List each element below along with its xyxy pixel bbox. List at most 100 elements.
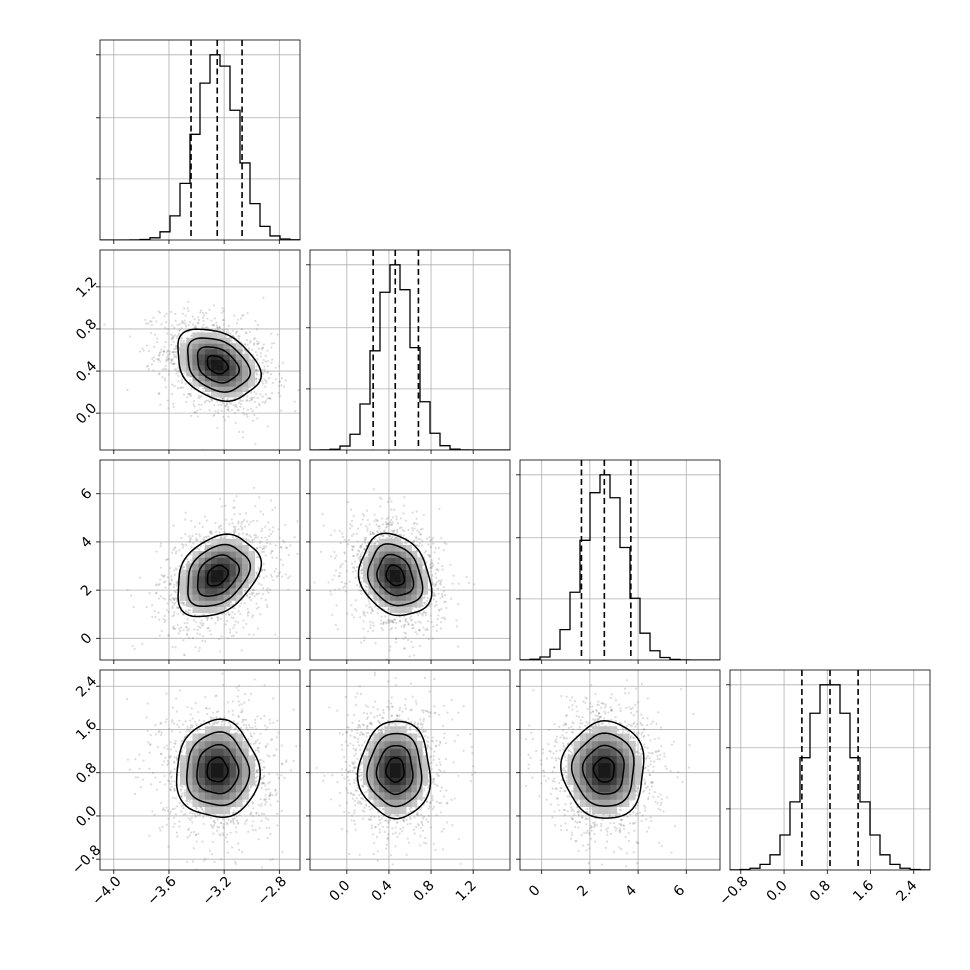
density-cell	[204, 563, 212, 571]
sample-point	[411, 529, 414, 532]
sample-point	[243, 413, 246, 416]
sample-point	[166, 353, 170, 356]
sample-point	[281, 850, 284, 853]
sample-point	[159, 544, 162, 548]
sample-point	[351, 562, 354, 565]
sample-point	[418, 542, 421, 545]
sample-point	[365, 552, 368, 555]
sample-point	[379, 531, 382, 534]
sample-point	[158, 634, 161, 637]
sample-point	[277, 572, 280, 575]
sample-point	[246, 415, 249, 418]
sample-point	[246, 520, 249, 523]
density-cell	[223, 569, 231, 577]
sample-point	[239, 403, 243, 406]
sample-point	[187, 612, 190, 615]
density-cell	[373, 544, 380, 552]
sample-point	[190, 519, 193, 522]
density-cell	[186, 600, 193, 607]
density-cell	[211, 557, 218, 564]
sample-point	[361, 567, 364, 570]
sample-point	[170, 593, 173, 596]
sample-point	[150, 783, 153, 786]
sample-point	[373, 520, 376, 523]
sample-point	[359, 555, 363, 558]
sample-point	[279, 558, 283, 561]
sample-point	[269, 499, 272, 502]
sample-point	[313, 581, 316, 584]
sample-point	[239, 405, 242, 408]
sample-point	[155, 592, 158, 595]
sample-point	[182, 393, 186, 396]
sample-point	[411, 607, 414, 610]
sample-point	[216, 427, 219, 430]
sample-point	[239, 525, 242, 528]
density-cell	[204, 386, 212, 393]
sample-point	[362, 613, 365, 616]
sample-point	[223, 335, 226, 338]
sample-point	[255, 607, 259, 610]
density-cell	[217, 348, 224, 355]
sample-point	[395, 637, 398, 640]
density-cell	[373, 575, 380, 583]
sample-point	[218, 497, 221, 501]
sample-point	[414, 631, 417, 634]
sample-point	[262, 550, 266, 553]
sample-point	[235, 686, 238, 689]
density-cell	[198, 606, 206, 614]
sample-point	[438, 608, 441, 611]
density-cell	[416, 563, 423, 571]
histogram-line	[310, 264, 510, 450]
sample-point	[404, 619, 407, 622]
sample-point	[188, 321, 192, 324]
sample-point	[182, 544, 185, 547]
sample-point	[251, 539, 254, 542]
density-cell	[395, 587, 402, 595]
density-cell	[192, 606, 200, 614]
sample-point	[255, 328, 259, 331]
sample-point	[424, 603, 428, 606]
sample-point	[168, 352, 171, 356]
sample-point	[197, 321, 200, 324]
sample-point	[376, 531, 380, 534]
sample-point	[262, 359, 265, 362]
sample-point	[170, 343, 173, 346]
sample-point	[255, 546, 259, 550]
contour-line	[206, 564, 230, 587]
sample-point	[263, 545, 266, 548]
sample-point	[373, 537, 377, 540]
density-cell	[229, 354, 237, 360]
sample-point	[399, 517, 403, 520]
sample-point	[232, 403, 235, 407]
sample-point	[260, 758, 263, 762]
sample-point	[202, 319, 205, 322]
density-cell	[389, 563, 396, 571]
sample-point	[177, 606, 180, 609]
sample-point	[167, 779, 170, 782]
sample-point	[415, 510, 418, 513]
sample-point	[206, 627, 210, 630]
sample-point	[200, 619, 203, 622]
sample-point	[263, 378, 266, 381]
sample-point	[269, 552, 273, 555]
sample-point	[374, 518, 377, 521]
sample-point	[169, 361, 172, 365]
sample-point	[210, 531, 213, 534]
sample-point	[220, 858, 223, 861]
sample-point	[235, 403, 238, 406]
sample-point	[245, 539, 248, 542]
sample-point	[384, 621, 387, 624]
sample-point	[249, 397, 252, 400]
sample-point	[169, 583, 172, 586]
sample-point	[410, 623, 414, 626]
sample-point	[386, 522, 389, 525]
sample-point	[202, 719, 205, 723]
sample-point	[243, 590, 246, 593]
sample-point	[370, 611, 373, 615]
y-tick-label: 0.4	[73, 358, 100, 385]
density-cell	[400, 600, 407, 607]
density-cell	[229, 594, 237, 601]
sample-point	[343, 552, 346, 555]
sample-point	[361, 543, 364, 546]
sample-point	[255, 406, 258, 409]
